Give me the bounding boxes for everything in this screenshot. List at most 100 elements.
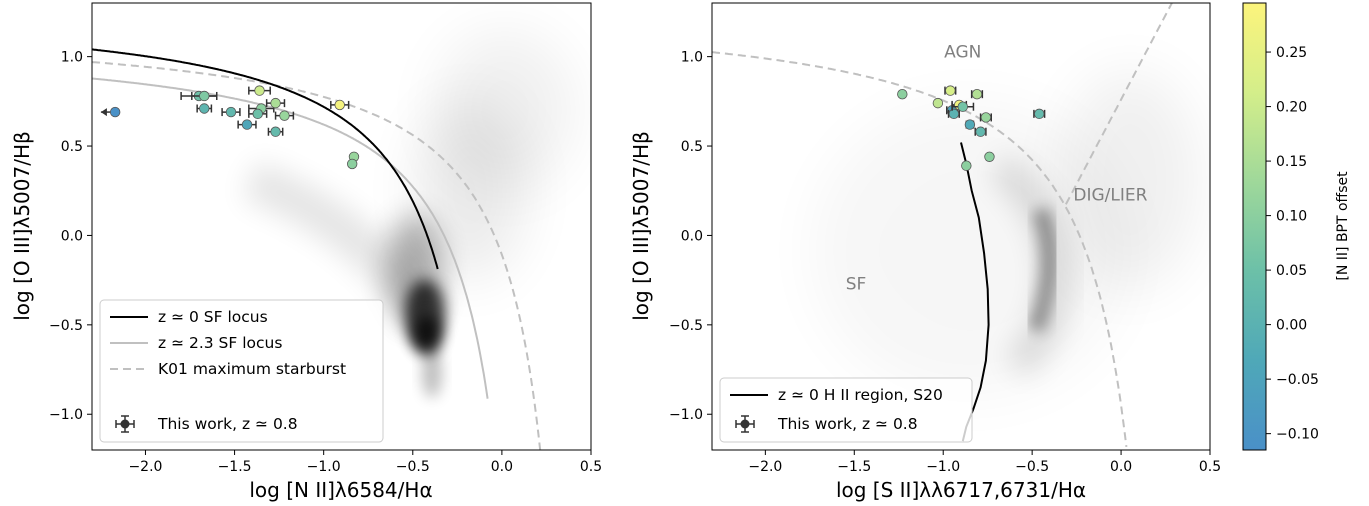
x-tick-label: 0.5 [1199, 459, 1221, 475]
point-marker [225, 106, 237, 118]
point-marker [984, 151, 995, 162]
left-x-axis-label: log [N II]λ6584/Hα [249, 478, 432, 502]
point-marker [270, 97, 281, 109]
point-marker [279, 110, 290, 121]
x-tick-label: −0.5 [1015, 459, 1049, 475]
z23-sf-locus-line [92, 77, 489, 399]
point-marker [980, 112, 992, 123]
point-marker [1034, 108, 1045, 120]
colorbar-tick-label: −0.05 [1276, 372, 1319, 388]
point-marker [957, 101, 968, 112]
x-tick-label: −1.0 [307, 459, 341, 475]
right-x-axis-label: log [S II]λλ6717,6731/Hα [836, 478, 1086, 502]
legend-swatch-this-work [115, 415, 135, 433]
data-point [932, 97, 944, 109]
data-point [346, 158, 358, 170]
right-legend: z ≃ 0 H II region, S20 This work, z ≃ 0.… [719, 377, 973, 443]
left-panel-nii-bpt: −2.0 −1.5 −1.0 −0.5 0.0 0.5−1.0−0.50.00.51.0 … [10, 2, 602, 502]
data-point [944, 85, 957, 96]
data-point [330, 99, 350, 111]
data-point [248, 108, 268, 120]
data-point [961, 160, 972, 171]
point-marker [109, 106, 121, 118]
y-tick-label: −0.5 [49, 318, 83, 334]
point-marker [199, 90, 210, 102]
kewley-sii-demarcation-line [712, 51, 1128, 448]
y-tick-label: −0.5 [669, 318, 703, 334]
data-point [951, 101, 975, 112]
point-marker [964, 119, 976, 130]
point-marker [346, 158, 358, 170]
point-marker [975, 126, 986, 137]
point-marker [270, 126, 281, 137]
y-tick-label: −1.0 [49, 407, 83, 423]
data-point [196, 103, 213, 114]
x-tick-label: −1.0 [926, 459, 960, 475]
colorbar-tick-label: 0.10 [1276, 209, 1307, 225]
left-y-axis-label: log [O III]λ5007/Hβ [10, 131, 34, 321]
data-point [100, 106, 121, 118]
right-region-labels: AGN DIG/LIER SF [846, 42, 1148, 294]
colorbar: −0.10 −0.05 0.00 0.05 0.10 0.15 0.20 0.25 [N II… [1242, 2, 1351, 451]
right-legend-box [719, 377, 973, 443]
left-data-points [100, 85, 360, 170]
data-point [974, 126, 987, 137]
colorbar-tick-label: 0.25 [1276, 45, 1307, 61]
data-point [970, 88, 984, 100]
colorbar-gradient [1242, 2, 1267, 451]
y-tick-label: 0.5 [681, 139, 703, 155]
data-point [248, 85, 271, 96]
point-marker [334, 99, 345, 111]
right-data-points [897, 85, 1046, 171]
left-ticks: −2.0 −1.5 −1.0 −0.5 0.0 0.5 −1.0 −0.5 0.0 0.5 1.0 [49, 50, 602, 475]
point-marker [961, 160, 972, 171]
data-point [979, 112, 992, 123]
point-marker [948, 108, 960, 120]
colorbar-tick-label: 0.05 [1276, 263, 1307, 279]
colorbar-tick-label: 0.20 [1276, 100, 1307, 116]
legend-entry-this-work: This work, z ≃ 0.8 [157, 415, 298, 433]
x-tick-label: −2.0 [748, 459, 782, 475]
colorbar-tick-label: −0.10 [1276, 427, 1319, 443]
upper-limit-arrowhead [100, 108, 107, 117]
region-label: AGN [944, 42, 981, 62]
colorbar-tick-label: 0.15 [1276, 154, 1307, 170]
data-point [964, 119, 976, 130]
colorbar-label: [N II] BPT offset [1335, 171, 1351, 281]
y-tick-label: 0.5 [61, 139, 83, 155]
left-legend: z ≃ 0 SF locus z ≃ 2.3 SF locus K01 maxi… [99, 299, 384, 443]
legend-swatch-this-work-right [735, 415, 755, 433]
x-tick-label: −1.5 [218, 459, 252, 475]
left-density-background [92, 30, 575, 450]
k01-maximum-starburst-line [92, 61, 542, 450]
data-point [897, 88, 908, 100]
x-tick-label: −1.5 [837, 459, 871, 475]
right-density-background [712, 3, 1200, 448]
region-label: DIG/LIER [1073, 185, 1147, 205]
data-point [191, 90, 218, 102]
y-tick-label: −1.0 [669, 407, 703, 423]
data-point [237, 119, 257, 130]
data-point [267, 126, 284, 137]
data-point [947, 108, 960, 120]
x-tick-label: −0.5 [396, 459, 430, 475]
legend-entry-z23: z ≃ 2.3 SF locus [158, 334, 282, 352]
data-point [274, 110, 295, 121]
right-y-axis-label: log [O III]λ5007/Hβ [629, 131, 653, 321]
left-axes-frame [91, 2, 592, 451]
colorbar-ticks: −0.10 −0.05 0.00 0.05 0.10 0.15 0.20 0.25 [1266, 45, 1319, 443]
legend-entry-this-work-right: This work, z ≃ 0.8 [777, 415, 918, 433]
data-point [221, 106, 241, 118]
point-marker [897, 88, 908, 100]
x-tick-label: −2.0 [128, 459, 162, 475]
point-marker [252, 108, 263, 120]
colorbar-tick-label: 0.00 [1276, 318, 1307, 334]
point-marker [199, 103, 210, 114]
right-ticks: −2.0 −1.5 −1.0 −0.5 0.0 0.5 −1.0 −0.5 0.0 0.5 1.0 [669, 50, 1221, 475]
right-axes-frame [711, 2, 1211, 451]
point-marker [971, 88, 983, 100]
y-tick-label: 0.0 [681, 228, 703, 244]
x-tick-label: 0.0 [491, 459, 513, 475]
left-legend-box [99, 299, 384, 443]
